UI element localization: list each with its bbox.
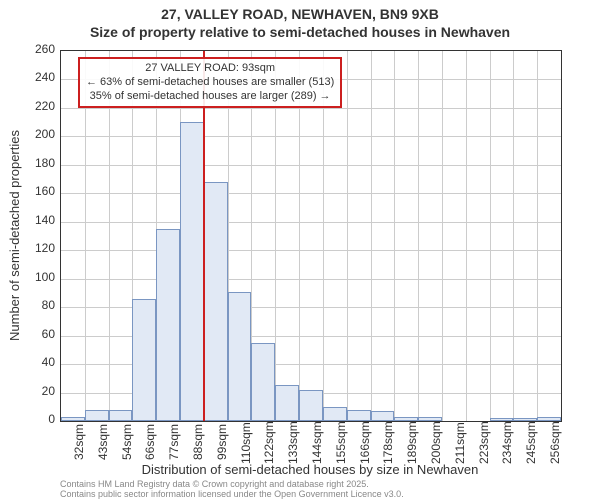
y-tick-label: 200 bbox=[15, 127, 55, 141]
y-tick-label: 40 bbox=[15, 355, 55, 369]
annotation-line2: ← 63% of semi-detached houses are smalle… bbox=[86, 76, 334, 90]
y-tick-label: 100 bbox=[15, 270, 55, 284]
x-tick-label: 54sqm bbox=[120, 424, 134, 464]
x-tick-label: 256sqm bbox=[548, 424, 562, 464]
plot-area: 27 VALLEY ROAD: 93sqm← 63% of semi-detac… bbox=[60, 50, 562, 422]
y-tick-label: 260 bbox=[15, 42, 55, 56]
histogram-bar bbox=[156, 229, 180, 421]
histogram-bar bbox=[251, 343, 275, 421]
x-tick-label: 234sqm bbox=[500, 424, 514, 464]
x-tick-label: 200sqm bbox=[429, 424, 443, 464]
x-tick-label: 110sqm bbox=[239, 424, 253, 464]
y-tick-label: 160 bbox=[15, 184, 55, 198]
annotation-box: 27 VALLEY ROAD: 93sqm← 63% of semi-detac… bbox=[78, 57, 342, 108]
x-tick-label: 77sqm bbox=[167, 424, 181, 464]
gridline-v bbox=[466, 51, 467, 421]
histogram-bar bbox=[61, 417, 85, 421]
y-tick-label: 0 bbox=[15, 412, 55, 426]
x-tick-label: 66sqm bbox=[143, 424, 157, 464]
x-tick-label: 223sqm bbox=[477, 424, 491, 464]
histogram-bar bbox=[180, 122, 204, 421]
y-tick-label: 140 bbox=[15, 213, 55, 227]
annotation-line1: 27 VALLEY ROAD: 93sqm bbox=[86, 62, 334, 76]
gridline-v bbox=[490, 51, 491, 421]
gridline-v bbox=[394, 51, 395, 421]
title-line1: 27, VALLEY ROAD, NEWHAVEN, BN9 9XB bbox=[0, 6, 600, 22]
y-tick-label: 20 bbox=[15, 384, 55, 398]
gridline-v bbox=[513, 51, 514, 421]
histogram-bar bbox=[85, 410, 109, 421]
x-tick-label: 245sqm bbox=[524, 424, 538, 464]
gridline-v bbox=[418, 51, 419, 421]
x-tick-label: 122sqm bbox=[262, 424, 276, 464]
x-tick-label: 133sqm bbox=[286, 424, 300, 464]
gridline-v bbox=[442, 51, 443, 421]
annotation-line3: 35% of semi-detached houses are larger (… bbox=[86, 90, 334, 104]
y-tick-label: 120 bbox=[15, 241, 55, 255]
y-tick-label: 240 bbox=[15, 70, 55, 84]
gridline-h bbox=[61, 165, 561, 166]
chart-container: 27, VALLEY ROAD, NEWHAVEN, BN9 9XB Size … bbox=[0, 0, 600, 500]
x-tick-label: 99sqm bbox=[215, 424, 229, 464]
gridline-v bbox=[347, 51, 348, 421]
histogram-bar bbox=[299, 390, 323, 421]
x-tick-label: 155sqm bbox=[334, 424, 348, 464]
gridline-h bbox=[61, 250, 561, 251]
x-tick-label: 88sqm bbox=[191, 424, 205, 464]
x-tick-label: 189sqm bbox=[405, 424, 419, 464]
title-block: 27, VALLEY ROAD, NEWHAVEN, BN9 9XB Size … bbox=[0, 6, 600, 40]
gridline-h bbox=[61, 222, 561, 223]
attribution-line2: Contains public sector information licen… bbox=[60, 490, 560, 500]
x-tick-label: 211sqm bbox=[453, 424, 467, 464]
gridline-h bbox=[61, 136, 561, 137]
y-tick-label: 180 bbox=[15, 156, 55, 170]
y-tick-label: 80 bbox=[15, 298, 55, 312]
x-tick-label: 43sqm bbox=[96, 424, 110, 464]
x-tick-label: 178sqm bbox=[381, 424, 395, 464]
histogram-bar bbox=[347, 410, 371, 421]
histogram-bar bbox=[323, 407, 347, 421]
histogram-bar bbox=[132, 299, 156, 421]
x-tick-label: 166sqm bbox=[358, 424, 372, 464]
attribution: Contains HM Land Registry data © Crown c… bbox=[60, 480, 560, 500]
y-tick-label: 220 bbox=[15, 99, 55, 113]
gridline-h bbox=[61, 279, 561, 280]
gridline-h bbox=[61, 193, 561, 194]
histogram-bar bbox=[275, 385, 299, 421]
histogram-bar bbox=[228, 292, 252, 422]
x-tick-label: 144sqm bbox=[310, 424, 324, 464]
gridline-v bbox=[371, 51, 372, 421]
x-tick-label: 32sqm bbox=[72, 424, 86, 464]
histogram-bar bbox=[109, 410, 133, 421]
gridline-v bbox=[537, 51, 538, 421]
y-tick-label: 60 bbox=[15, 327, 55, 341]
histogram-bar bbox=[371, 411, 395, 421]
title-line2: Size of property relative to semi-detach… bbox=[0, 24, 600, 40]
x-axis-label: Distribution of semi-detached houses by … bbox=[60, 462, 560, 477]
histogram-bar bbox=[204, 182, 228, 421]
